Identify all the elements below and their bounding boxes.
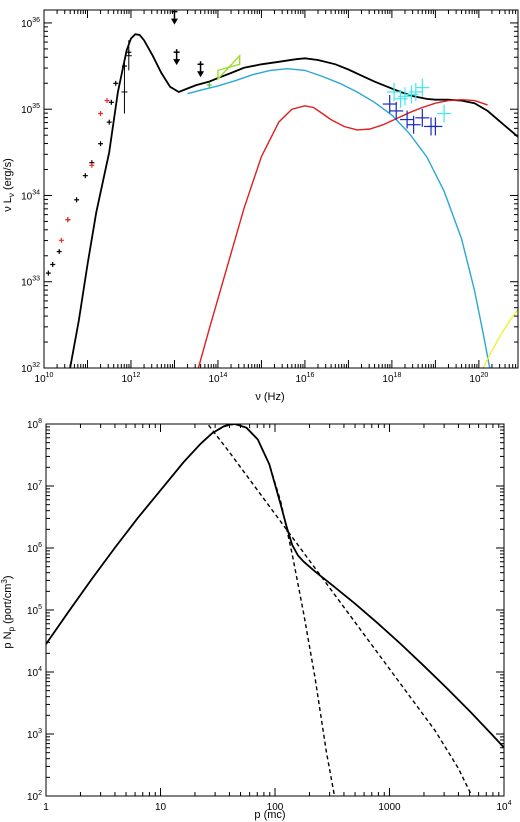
sed-curves [69,33,518,368]
data-point-radio-red [58,237,64,243]
distribution-tick-labels: 1 10 100 1000 104 102 103 104 105 106 107 108 [27,418,512,813]
sed-axis-ticks [43,10,518,369]
y-tick-label: 106 [27,542,42,555]
x-tick-label: 100 [267,802,284,813]
sed-panel: 1010 1012 1014 1016 1018 1020 1032 1033 1034 1035… [2,9,519,403]
y-tick-label: 1032 [21,362,40,375]
x-tick-label: 1 [43,802,49,813]
data-point-radio-red [89,162,95,168]
x-tick-label: 10 [155,802,167,813]
y-tick-label: 1033 [21,276,40,289]
y-tick-label: 107 [27,480,42,493]
data-point-xray-cyan [437,104,452,123]
sed-tick-labels: 1010 1012 1014 1016 1018 1020 1032 1033 1034 1035… [21,17,488,385]
x-tick-label: 1018 [382,372,401,385]
y-tick-label: 104 [27,666,42,679]
upper-limit-arrow [173,49,181,66]
data-point-xray-cyan [415,78,430,97]
y-tick-label: 1035 [21,103,40,116]
upper-limit-arrow [197,61,205,78]
sed-data-points [45,10,452,276]
error-bar [121,61,128,114]
x-tick-label: 1012 [122,372,141,385]
series-blue-line [187,67,491,368]
data-point-xray-navy [400,110,415,129]
data-point-ir-green [206,82,212,88]
x-tick-label: 1020 [469,372,488,385]
x-tick-label: 1010 [35,372,54,385]
data-point-mid-black [108,99,114,105]
distribution-x-axis-label: p (mc) [254,809,285,821]
data-point-xray-cyan [408,82,423,101]
x-tick-label: 104 [496,800,511,813]
data-point-xray-navy [406,115,421,134]
data-point-radio-red [98,111,104,117]
data-point-xray-navy [415,108,430,127]
series-red-line [197,98,488,368]
y-tick-label: 1036 [21,17,40,30]
y-tick-label: 102 [27,790,42,803]
data-point-xray-cyan [387,82,402,101]
distribution-curves [46,424,504,796]
data-point-mid-black [113,80,119,86]
data-point-xray-navy [428,117,443,136]
sed-plot-frame [43,9,519,369]
data-point-radio-black [98,141,104,147]
data-point-radio-black [50,261,56,267]
sed-y-axis-label: ν Lν (erg/s) [2,158,16,212]
x-tick-label: 1016 [295,372,314,385]
error-bar [125,40,132,71]
y-tick-label: 103 [27,728,42,741]
y-tick-label: 1034 [21,189,40,202]
distribution-y-axis-label: p Np (port/cm3) [0,575,16,648]
series-yellow-line [482,308,518,368]
series-powerlaw-line [208,424,473,796]
data-point-radio-black [56,249,62,255]
data-point-radio-black [106,119,112,125]
x-tick-label: 1000 [378,802,401,813]
series-total-line [69,33,518,368]
data-point-radio-black [45,270,51,276]
distribution-axis-ticks [45,423,505,797]
data-point-xray-navy [382,95,397,114]
data-point-radio-red [65,217,71,223]
data-point-xray-cyan [397,87,412,106]
y-tick-label: 108 [27,418,42,431]
data-point-radio-black [74,197,80,203]
bowtie-marker [217,53,241,81]
data-point-xray-navy [389,101,404,120]
y-tick-label: 105 [27,604,42,617]
distribution-plot-frame [45,423,505,797]
sed-x-axis-label: ν (Hz) [255,391,284,403]
x-tick-label: 1014 [208,372,227,385]
data-point-radio-red [104,98,110,104]
distribution-panel: 1 10 100 1000 104 102 103 104 105 106 107 108 p (mc… [0,418,512,821]
series-total-line [46,424,504,749]
data-point-radio-black [82,173,88,179]
